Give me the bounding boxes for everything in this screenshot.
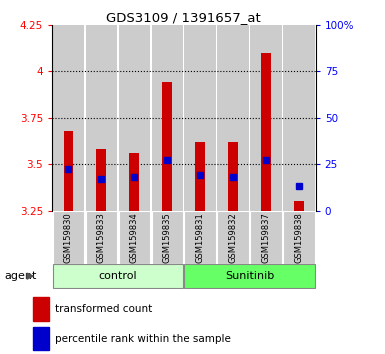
- Bar: [261, 53, 271, 211]
- Text: GSM159838: GSM159838: [295, 212, 304, 263]
- Bar: [119, 25, 150, 211]
- Title: GDS3109 / 1391657_at: GDS3109 / 1391657_at: [107, 11, 261, 24]
- Bar: [152, 25, 183, 211]
- Bar: [129, 153, 139, 211]
- Bar: [184, 25, 216, 211]
- Bar: [85, 25, 117, 211]
- Bar: [294, 201, 304, 211]
- Bar: [195, 142, 205, 211]
- Bar: [64, 131, 74, 211]
- FancyBboxPatch shape: [53, 211, 84, 264]
- Text: control: control: [99, 271, 137, 281]
- Bar: [97, 149, 106, 211]
- Bar: [283, 25, 315, 211]
- Bar: [162, 82, 172, 211]
- FancyBboxPatch shape: [184, 211, 216, 264]
- FancyBboxPatch shape: [283, 211, 315, 264]
- Text: GSM159831: GSM159831: [196, 212, 205, 263]
- Bar: [228, 142, 238, 211]
- Text: transformed count: transformed count: [55, 304, 152, 314]
- FancyBboxPatch shape: [119, 211, 150, 264]
- FancyBboxPatch shape: [85, 211, 117, 264]
- Text: GSM159837: GSM159837: [262, 212, 271, 263]
- Bar: [218, 25, 249, 211]
- FancyBboxPatch shape: [218, 211, 249, 264]
- Text: GSM159833: GSM159833: [97, 212, 106, 263]
- Text: GSM159835: GSM159835: [163, 212, 172, 263]
- Bar: [250, 25, 282, 211]
- Text: percentile rank within the sample: percentile rank within the sample: [55, 333, 231, 343]
- Text: GSM159832: GSM159832: [229, 212, 238, 263]
- Text: GSM159834: GSM159834: [130, 212, 139, 263]
- Text: agent: agent: [4, 270, 37, 281]
- FancyBboxPatch shape: [152, 211, 183, 264]
- Bar: [33, 297, 49, 321]
- FancyBboxPatch shape: [53, 264, 183, 288]
- Bar: [53, 25, 84, 211]
- FancyBboxPatch shape: [184, 264, 315, 288]
- Text: Sunitinib: Sunitinib: [225, 271, 275, 281]
- Text: GSM159830: GSM159830: [64, 212, 73, 263]
- FancyBboxPatch shape: [250, 211, 282, 264]
- Bar: [33, 327, 49, 350]
